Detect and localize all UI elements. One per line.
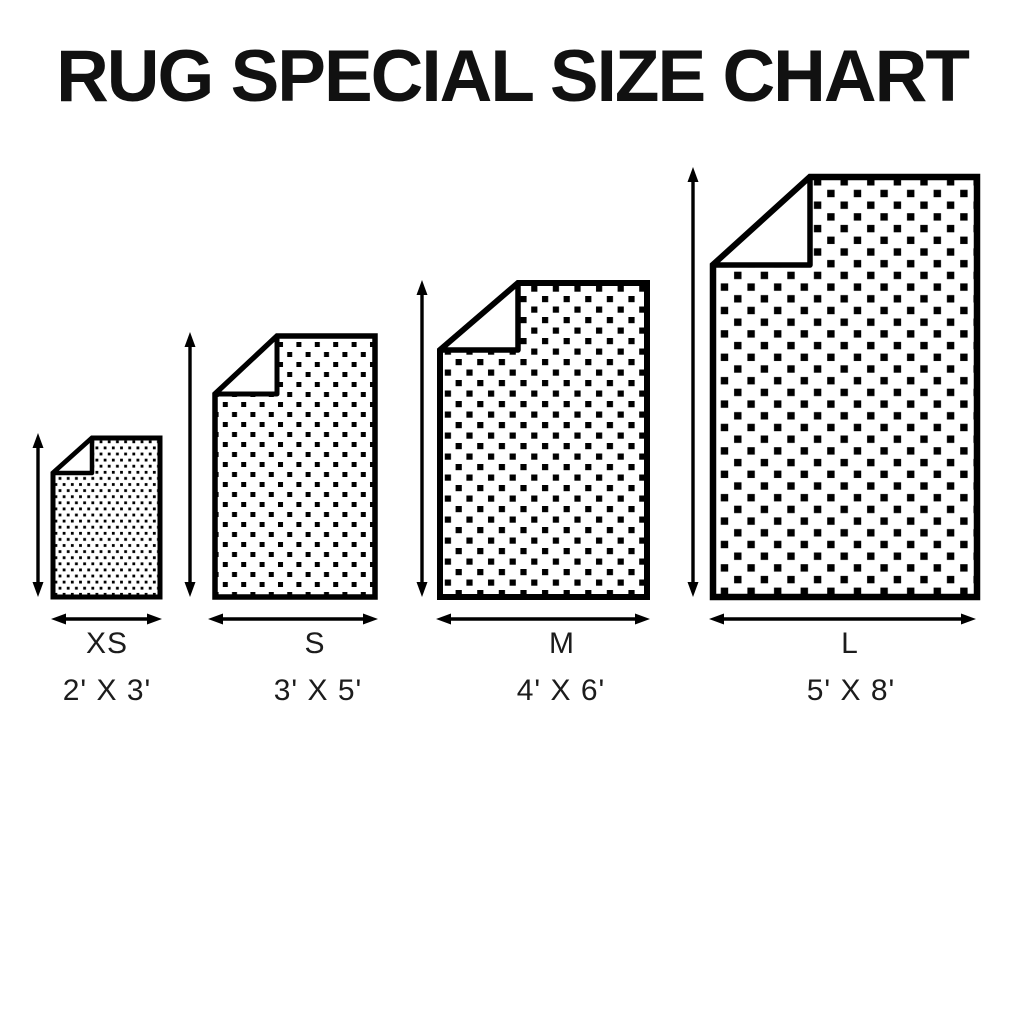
size-label-s: S xyxy=(304,627,326,660)
rug-l-height-arrow xyxy=(687,167,699,597)
dimension-label-xs: 2' X 3' xyxy=(62,674,152,707)
size-label-m: M xyxy=(549,627,575,660)
rug-l-figure xyxy=(687,167,981,625)
rug-m-fold-corner xyxy=(437,280,521,353)
size-label-xs: XS xyxy=(85,627,129,660)
rug-m-height-arrow xyxy=(416,280,428,597)
rug-xs-figure xyxy=(32,433,163,625)
rug-xs-height-arrow xyxy=(32,433,44,597)
rug-s-width-arrow xyxy=(208,613,378,625)
rug-xs-width-arrow xyxy=(51,613,162,625)
page-title: RUG SPECIAL SIZE CHART xyxy=(56,36,970,117)
rug-s-fold-corner xyxy=(212,333,280,397)
rug-s-figure xyxy=(184,332,378,625)
size-label-l: L xyxy=(841,627,859,660)
rug-l-fold-corner xyxy=(710,174,813,268)
rug-l-width-arrow xyxy=(709,613,976,625)
dimension-label-s: 3' X 5' xyxy=(273,674,363,707)
rug-xs-fold-corner xyxy=(50,435,95,476)
rug-m-width-arrow xyxy=(436,613,650,625)
rug-m-figure xyxy=(416,280,650,625)
dimension-label-l: 5' X 8' xyxy=(806,674,896,707)
rug-s-height-arrow xyxy=(184,332,196,597)
dimension-label-m: 4' X 6' xyxy=(516,674,606,707)
